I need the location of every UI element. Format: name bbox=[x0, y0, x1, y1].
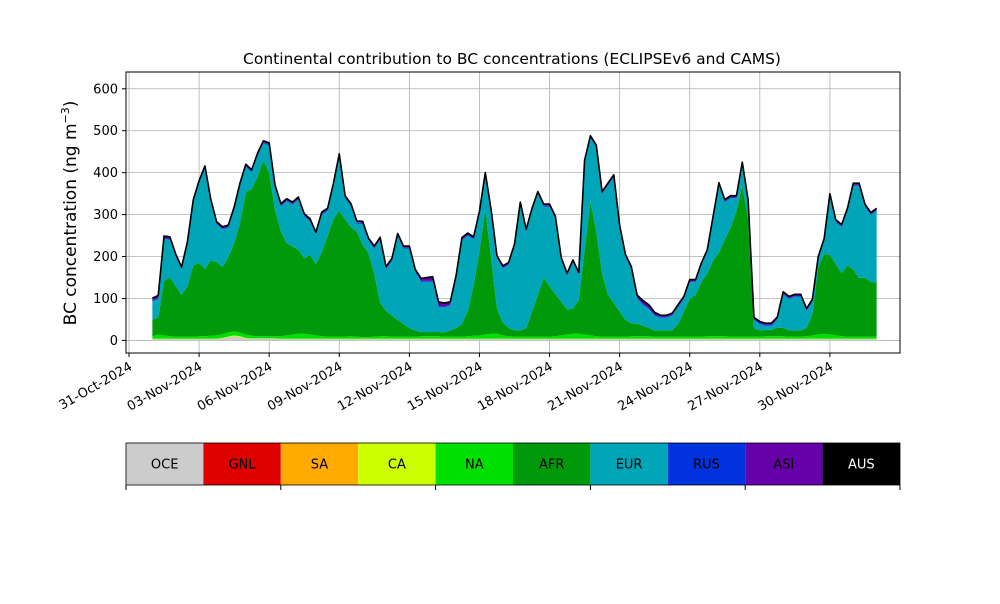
legend-swatch-oce bbox=[126, 443, 204, 485]
legend-swatch-na bbox=[435, 443, 513, 485]
legend-label-oce: OCE bbox=[151, 458, 179, 473]
stacked-areas bbox=[152, 135, 877, 341]
y-axis-label-sup: −3 bbox=[59, 107, 72, 123]
legend-label-gnl: GNL bbox=[229, 458, 257, 473]
y-tick-label: 200 bbox=[93, 250, 118, 265]
x-tick-label: 31-Oct-2024 bbox=[57, 359, 135, 413]
x-tick-label: 09-Nov-2024 bbox=[265, 359, 345, 414]
y-tick-label: 100 bbox=[93, 292, 118, 307]
y-axis-label-close: ) bbox=[61, 101, 81, 108]
x-tick-label: 21-Nov-2024 bbox=[545, 359, 625, 414]
y-tick-label: 500 bbox=[93, 124, 118, 139]
legend-swatch-ca bbox=[358, 443, 436, 485]
y-axis: 0 100 200 300 400 500 600 bbox=[93, 82, 126, 349]
x-tick-label: 06-Nov-2024 bbox=[195, 359, 275, 414]
legend-colorbar: OCE GNL SA CA NA AFR EUR RUS ASI AUS bbox=[125, 442, 901, 490]
area-afr bbox=[152, 160, 877, 338]
legend-swatch-gnl bbox=[203, 443, 281, 485]
total-line-group bbox=[152, 134, 878, 325]
x-axis: 31-Oct-202403-Nov-202406-Nov-202409-Nov-… bbox=[57, 353, 836, 414]
x-tick-label: 03-Nov-2024 bbox=[125, 359, 205, 414]
legend-label-na: NA bbox=[465, 458, 484, 473]
legend-swatch-eur bbox=[590, 443, 668, 485]
x-tick-label: 18-Nov-2024 bbox=[475, 359, 555, 414]
legend-label-sa: SA bbox=[311, 458, 328, 473]
y-axis-label-main: BC concentration (ng m bbox=[61, 123, 81, 325]
legend-label-aus: AUS bbox=[848, 458, 875, 473]
x-tick-label: 27-Nov-2024 bbox=[686, 359, 766, 414]
plot-frame bbox=[125, 71, 901, 354]
y-tick-label: 600 bbox=[93, 82, 118, 97]
legend-label-afr: AFR bbox=[539, 458, 564, 473]
y-axis-label: BC concentration (ng m−3) bbox=[59, 101, 81, 326]
chart-title: Continental contribution to BC concentra… bbox=[243, 50, 781, 68]
y-tick-label: 400 bbox=[93, 166, 118, 181]
area-na bbox=[152, 331, 877, 339]
area-eur bbox=[152, 138, 877, 333]
legend-swatch-rus bbox=[667, 443, 746, 485]
x-tick-label: 12-Nov-2024 bbox=[335, 359, 415, 414]
legend-swatch-aus bbox=[822, 443, 900, 485]
x-tick-label: 24-Nov-2024 bbox=[615, 359, 695, 414]
area-ca bbox=[152, 335, 877, 340]
legend-swatch-asi bbox=[745, 443, 823, 485]
legend-label-asi: ASI bbox=[773, 458, 794, 473]
legend-swatch-afr bbox=[513, 443, 591, 485]
y-tick-label: 300 bbox=[93, 208, 118, 223]
legend-label-rus: RUS bbox=[693, 458, 720, 473]
legend-frame bbox=[125, 442, 901, 486]
legend-label-eur: EUR bbox=[616, 458, 643, 473]
x-tick-label: 30-Nov-2024 bbox=[756, 359, 836, 414]
legend-label-ca: CA bbox=[388, 458, 406, 473]
legend-swatch-sa bbox=[280, 443, 359, 485]
total-line bbox=[152, 134, 878, 325]
area-oce bbox=[152, 336, 877, 341]
x-tick-label: 15-Nov-2024 bbox=[405, 359, 485, 414]
y-tick-label: 0 bbox=[110, 334, 118, 349]
